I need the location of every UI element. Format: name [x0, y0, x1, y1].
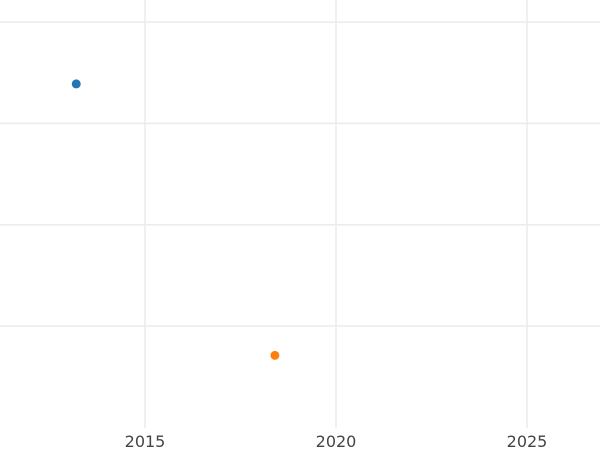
x-axis-ticks: 2015 2020 2025 — [125, 432, 548, 450]
x-tick-label: 2015 — [125, 432, 166, 450]
x-tick-label: 2020 — [316, 432, 357, 450]
data-point — [71, 79, 81, 89]
data-points — [71, 79, 280, 360]
grid — [0, 0, 600, 428]
x-tick-label: 2025 — [507, 432, 548, 450]
data-point — [270, 350, 280, 360]
